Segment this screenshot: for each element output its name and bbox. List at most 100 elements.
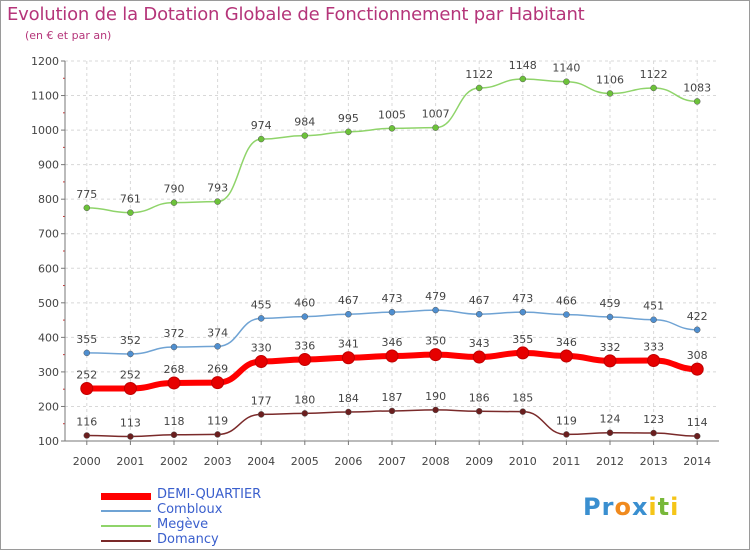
data-point-meg-ve xyxy=(170,199,178,206)
chart-title: Evolution de la Dotation Globale de Fonc… xyxy=(7,4,585,25)
data-point-domancy xyxy=(563,431,570,438)
data-label-demi-quartier: 343 xyxy=(469,337,490,350)
legend-label: Megève xyxy=(157,517,209,532)
data-label-combloux: 467 xyxy=(338,294,359,307)
data-point-combloux xyxy=(345,310,352,318)
data-label-domancy: 116 xyxy=(76,415,97,428)
data-point-meg-ve xyxy=(432,124,439,131)
data-point-combloux xyxy=(127,350,134,358)
data-label-combloux: 374 xyxy=(207,326,228,339)
data-label-combloux: 455 xyxy=(251,298,272,311)
data-point-demi-quartier xyxy=(211,376,225,390)
data-label-demi-quartier: 252 xyxy=(76,368,97,381)
data-label-domancy: 177 xyxy=(251,394,272,407)
data-label-meg-ve: 1140 xyxy=(552,62,580,75)
y-tick-label: 700 xyxy=(38,228,59,241)
legend-swatch xyxy=(101,540,151,542)
data-label-combloux: 466 xyxy=(556,295,577,308)
data-point-demi-quartier xyxy=(429,348,443,362)
data-point-meg-ve xyxy=(650,84,657,92)
data-point-demi-quartier xyxy=(123,381,137,395)
data-point-meg-ve xyxy=(83,204,91,212)
data-label-domancy: 187 xyxy=(382,391,403,404)
data-label-meg-ve: 790 xyxy=(164,183,185,196)
data-label-meg-ve: 1122 xyxy=(640,68,668,81)
data-point-domancy xyxy=(257,411,265,418)
data-point-domancy xyxy=(345,408,352,416)
data-label-domancy: 119 xyxy=(207,414,228,427)
data-point-domancy xyxy=(606,429,614,436)
data-label-meg-ve: 1106 xyxy=(596,73,624,86)
data-point-combloux xyxy=(432,306,439,314)
legend-swatch xyxy=(101,525,151,527)
data-point-combloux xyxy=(519,308,527,316)
data-point-domancy xyxy=(519,408,527,415)
data-label-combloux: 372 xyxy=(164,327,185,340)
y-tick-label: 600 xyxy=(38,262,59,275)
data-label-meg-ve: 761 xyxy=(120,193,141,206)
data-point-combloux xyxy=(301,313,309,320)
x-tick-label: 2010 xyxy=(509,455,537,468)
data-point-demi-quartier xyxy=(80,381,94,395)
data-point-meg-ve xyxy=(257,135,265,143)
data-label-domancy: 186 xyxy=(469,391,490,404)
data-label-demi-quartier: 269 xyxy=(207,363,228,376)
y-tick-label: 300 xyxy=(38,366,59,379)
y-tick-label: 500 xyxy=(38,297,59,310)
y-tick-label: 100 xyxy=(38,435,59,448)
data-point-meg-ve xyxy=(563,78,570,85)
data-point-combloux xyxy=(214,343,221,350)
x-tick-label: 2011 xyxy=(552,455,580,468)
data-point-meg-ve xyxy=(519,75,527,83)
data-label-demi-quartier: 268 xyxy=(164,363,185,376)
data-point-combloux xyxy=(83,349,91,357)
legend-label: Domancy xyxy=(157,532,219,547)
data-label-domancy: 184 xyxy=(338,392,359,405)
data-label-combloux: 460 xyxy=(294,297,315,310)
data-label-domancy: 190 xyxy=(425,390,446,403)
data-label-domancy: 113 xyxy=(120,417,141,430)
data-point-demi-quartier xyxy=(603,354,617,368)
data-label-demi-quartier: 333 xyxy=(643,341,664,354)
data-point-domancy xyxy=(170,431,178,439)
data-point-combloux xyxy=(475,310,483,318)
data-label-meg-ve: 1083 xyxy=(683,81,711,94)
chart-subtitle: (en € et par an) xyxy=(25,29,112,42)
data-point-domancy xyxy=(388,407,396,415)
data-label-domancy: 123 xyxy=(643,413,664,426)
data-point-meg-ve xyxy=(693,98,701,105)
data-point-meg-ve xyxy=(127,209,134,216)
data-label-meg-ve: 793 xyxy=(207,182,228,195)
data-point-meg-ve xyxy=(345,128,352,136)
x-tick-label: 2009 xyxy=(465,455,493,468)
proxiti-logo: Proxiti xyxy=(583,493,680,521)
data-point-domancy xyxy=(83,432,91,439)
data-point-domancy xyxy=(214,431,221,438)
data-point-combloux xyxy=(563,311,570,318)
data-label-demi-quartier: 346 xyxy=(382,336,403,349)
y-tick-label: 1200 xyxy=(31,55,59,68)
data-point-domancy xyxy=(127,433,134,440)
legend-swatch xyxy=(101,492,151,500)
y-tick-label: 400 xyxy=(38,331,59,344)
data-point-domancy xyxy=(693,432,701,440)
x-tick-label: 2008 xyxy=(422,455,450,468)
y-tick-label: 800 xyxy=(38,193,59,206)
data-label-demi-quartier: 346 xyxy=(556,336,577,349)
data-label-combloux: 467 xyxy=(469,294,490,307)
data-label-domancy: 114 xyxy=(687,416,708,429)
data-point-meg-ve xyxy=(475,84,483,92)
data-label-demi-quartier: 341 xyxy=(338,338,359,351)
data-label-meg-ve: 1148 xyxy=(509,59,537,72)
data-point-meg-ve xyxy=(301,132,309,139)
x-tick-label: 2014 xyxy=(683,455,711,468)
y-tick-label: 1000 xyxy=(31,124,59,137)
x-tick-label: 2006 xyxy=(334,455,362,468)
data-point-demi-quartier xyxy=(298,352,312,366)
data-label-demi-quartier: 355 xyxy=(512,333,533,346)
data-label-meg-ve: 1005 xyxy=(378,108,406,121)
x-tick-label: 2000 xyxy=(73,455,101,468)
data-point-combloux xyxy=(693,326,701,334)
data-label-meg-ve: 974 xyxy=(251,119,272,132)
